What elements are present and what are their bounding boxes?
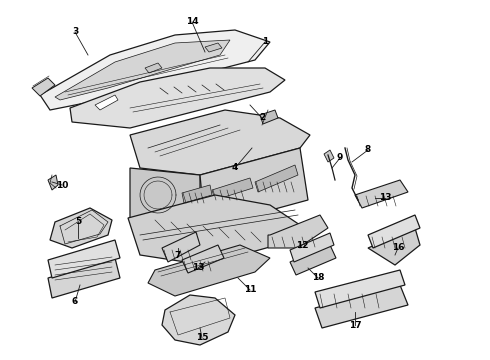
Polygon shape [95, 95, 118, 110]
Text: 18: 18 [312, 274, 324, 283]
Polygon shape [368, 228, 420, 265]
Polygon shape [182, 185, 212, 203]
Polygon shape [255, 165, 298, 192]
Polygon shape [70, 68, 285, 128]
Polygon shape [290, 245, 336, 275]
Text: 7: 7 [175, 251, 181, 260]
Polygon shape [50, 208, 112, 248]
Text: 6: 6 [72, 297, 78, 306]
Polygon shape [48, 175, 58, 190]
Polygon shape [130, 110, 310, 175]
Polygon shape [200, 148, 308, 228]
Text: 4: 4 [232, 163, 238, 172]
Text: 10: 10 [56, 180, 68, 189]
Polygon shape [315, 285, 408, 328]
Text: 5: 5 [75, 217, 81, 226]
Polygon shape [48, 240, 120, 278]
Polygon shape [290, 233, 334, 262]
Polygon shape [212, 178, 253, 200]
Text: 3: 3 [72, 27, 78, 36]
Polygon shape [55, 40, 230, 100]
Text: 11: 11 [244, 285, 256, 294]
Polygon shape [40, 30, 270, 110]
Text: 12: 12 [296, 240, 308, 249]
Polygon shape [145, 63, 162, 73]
Text: 1: 1 [262, 37, 268, 46]
Text: 8: 8 [365, 145, 371, 154]
Polygon shape [268, 215, 328, 248]
Polygon shape [355, 180, 408, 208]
Text: 17: 17 [349, 320, 361, 329]
Text: 9: 9 [337, 153, 343, 162]
Polygon shape [162, 232, 200, 262]
Polygon shape [324, 150, 334, 162]
Polygon shape [130, 168, 200, 225]
Polygon shape [148, 245, 270, 296]
Text: 14: 14 [186, 18, 198, 27]
Polygon shape [368, 215, 420, 248]
Text: 15: 15 [196, 333, 208, 342]
Polygon shape [205, 43, 222, 52]
Polygon shape [260, 110, 278, 124]
Polygon shape [315, 270, 405, 308]
Polygon shape [32, 78, 55, 96]
Text: 13: 13 [379, 194, 391, 202]
Text: 16: 16 [392, 243, 404, 252]
Polygon shape [48, 258, 120, 298]
Polygon shape [182, 245, 224, 273]
Text: 13: 13 [192, 264, 204, 273]
Polygon shape [128, 195, 300, 265]
Polygon shape [162, 295, 235, 345]
Text: 2: 2 [259, 113, 265, 122]
